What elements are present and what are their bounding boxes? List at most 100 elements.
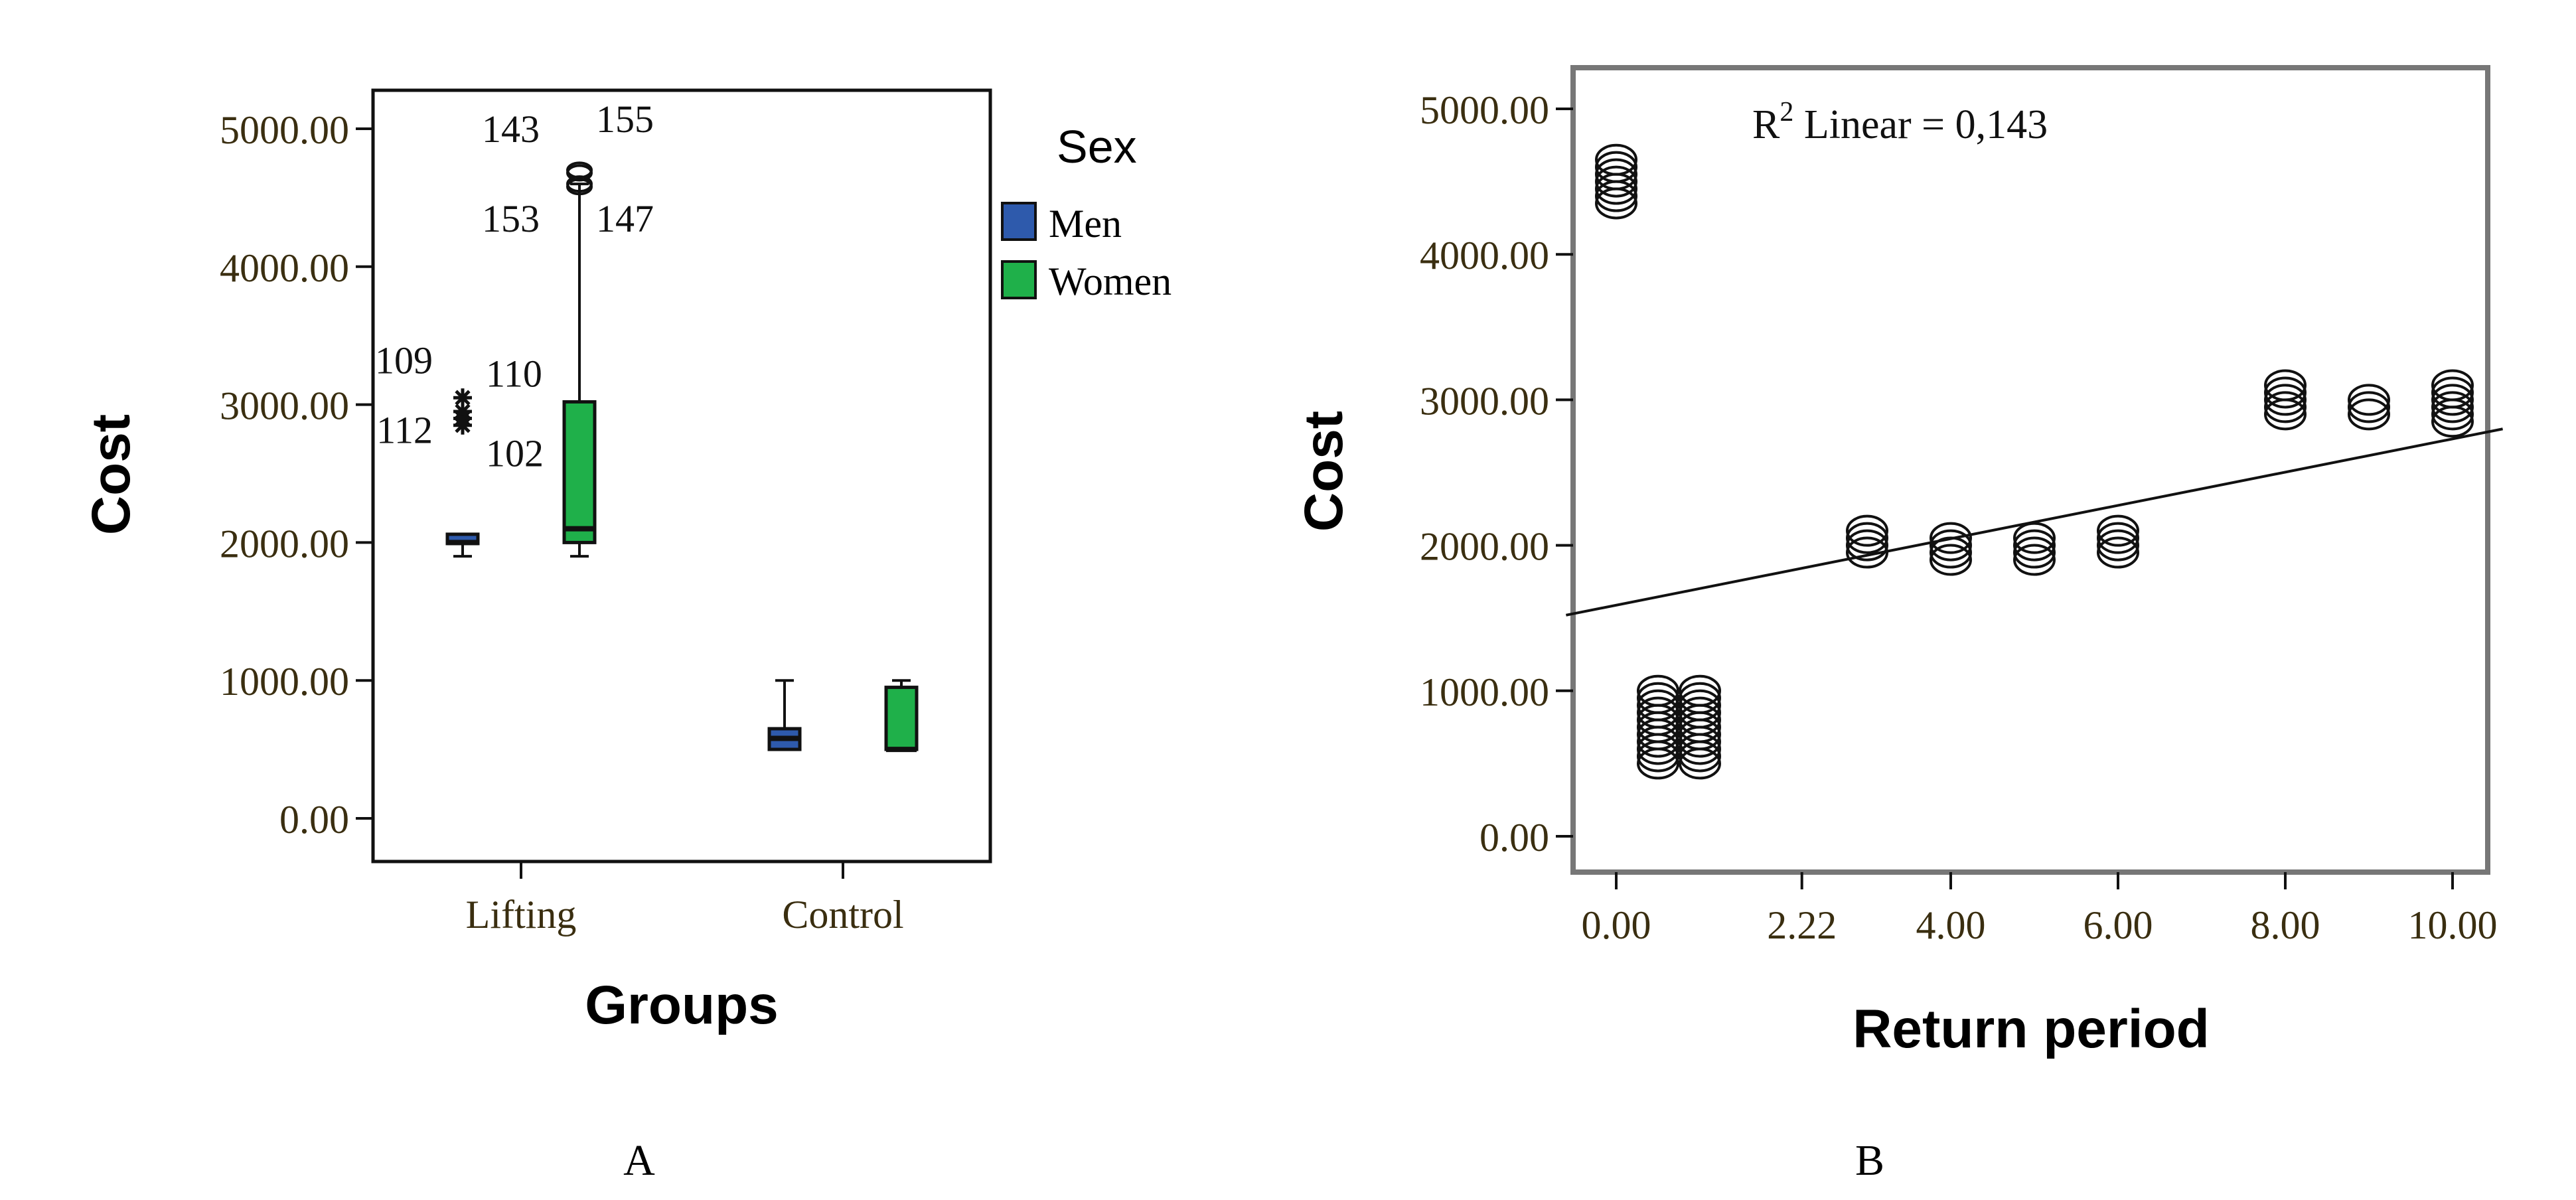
scatter-point <box>2013 522 2056 554</box>
scatter-point <box>2013 544 2056 576</box>
scatter-point <box>1930 529 1972 562</box>
scatter-point <box>2431 376 2474 409</box>
scatter-point <box>2013 536 2056 569</box>
legend-label-women: Women <box>1049 260 1172 303</box>
legend-a: Sex Men Women <box>1001 121 1172 303</box>
y-tick-label-a: 3000.00 <box>220 384 349 428</box>
box-iqr <box>884 686 919 751</box>
scatter-point <box>2013 529 2056 562</box>
y-tick-label-b: 1000.00 <box>1420 670 1549 714</box>
outliers-a: 109 110 112 102 143 155 153 147 <box>375 98 654 475</box>
scatter-points <box>1595 143 2474 780</box>
outlier-label: 112 <box>376 409 433 452</box>
scatter-point <box>2348 384 2390 416</box>
scatter-point <box>2431 384 2474 416</box>
panel-label-b: B <box>1855 1136 1884 1185</box>
outlier-label: 155 <box>596 98 654 141</box>
y-tick-label-a: 0.00 <box>279 798 349 842</box>
x-axis-label-a: Groups <box>585 975 779 1035</box>
x-tick-label-a: Control <box>782 893 903 937</box>
outlier-circle <box>566 178 593 196</box>
scatter-point <box>1595 165 1637 198</box>
x-tick-label-b: 0.00 <box>1582 903 1651 947</box>
box-women-lifting <box>562 183 597 558</box>
outlier-label: 102 <box>486 432 544 475</box>
outlier-label: 143 <box>482 108 540 151</box>
scatter-point <box>2431 391 2474 423</box>
scatter-point <box>1679 689 1721 721</box>
scatter-panel-b: 0.001000.002000.003000.004000.005000.00 … <box>1294 65 2503 1059</box>
scatter-point <box>2097 514 2139 547</box>
outlier-label: 109 <box>375 339 433 382</box>
y-axis-a: 0.00 1000.00 2000.00 3000.00 4000.00 5000.00 <box>220 108 373 842</box>
scatter-point <box>2097 522 2139 554</box>
outlier-star-stroke <box>455 390 471 406</box>
scatter-point <box>1930 522 1972 554</box>
scatter-point <box>1930 536 1972 569</box>
y-tick-label-a: 1000.00 <box>220 660 349 704</box>
scatter-point <box>1595 143 1637 176</box>
plot-frame-b <box>1570 65 2490 875</box>
scatter-point <box>1637 682 1679 714</box>
y-tick-label-b: 5000.00 <box>1420 88 1549 132</box>
scatter-point <box>1930 544 1972 576</box>
outlier-label: 110 <box>486 352 542 396</box>
x-axis-a: Lifting Control <box>466 862 904 937</box>
scatter-point <box>1846 522 1888 554</box>
scatter-point <box>1637 689 1679 721</box>
legend-label-men: Men <box>1049 202 1122 246</box>
plot-frame-a <box>371 88 992 863</box>
scatter-point <box>2264 384 2307 416</box>
scatter-point <box>1679 674 1721 707</box>
scatter-point <box>1846 529 1888 562</box>
outlier-star <box>453 415 472 435</box>
y-tick-label-b: 2000.00 <box>1420 525 1549 569</box>
y-tick-label-b: 4000.00 <box>1420 234 1549 277</box>
scatter-point <box>2264 391 2307 423</box>
y-tick-label-b: 0.00 <box>1479 816 1549 860</box>
scatter-point <box>1637 674 1679 707</box>
y-tick-label-a: 4000.00 <box>220 246 349 290</box>
y-axis-label-b: Cost <box>1294 411 1354 532</box>
x-tick-label-b: 10.00 <box>2408 903 2498 947</box>
scatter-point <box>2348 398 2390 431</box>
outlier-label: 147 <box>596 197 654 240</box>
box-men-control <box>767 679 802 751</box>
scatter-point <box>1679 682 1721 714</box>
scatter-point <box>2264 369 2307 402</box>
box-iqr <box>562 400 597 544</box>
box-men-lifting <box>445 532 480 558</box>
panel-label-a: A <box>623 1136 655 1185</box>
r-squared-superscript: 2 <box>1780 97 1793 127</box>
legend-swatch-women <box>1001 260 1037 299</box>
legend-title: Sex <box>1057 121 1137 173</box>
scatter-point <box>1679 696 1721 729</box>
y-tick-label-a: 5000.00 <box>220 108 349 152</box>
x-tick-label-a: Lifting <box>466 893 577 937</box>
y-tick-label-a: 2000.00 <box>220 522 349 565</box>
x-tick-label-b: 4.00 <box>1916 903 1986 947</box>
linear-fit-line <box>1566 427 2503 617</box>
x-tick-label-b: 8.00 <box>2251 903 2320 947</box>
box-women-control <box>884 679 919 753</box>
scatter-point <box>2097 529 2139 562</box>
x-tick-label-b: 2.22 <box>1767 903 1837 947</box>
boxes-a <box>445 183 919 753</box>
outlier-label: 153 <box>482 197 540 240</box>
scatter-point <box>1595 158 1637 190</box>
scatter-point <box>1846 514 1888 547</box>
scatter-point <box>2097 536 2139 569</box>
scatter-point <box>1595 151 1637 183</box>
x-tick-label-b: 6.00 <box>2084 903 2153 947</box>
r-squared-text: Linear = 0,143 <box>1793 102 2048 147</box>
y-tick-label-b: 3000.00 <box>1420 379 1549 423</box>
scatter-point <box>1637 696 1679 729</box>
y-axis-b: 0.00 1000.00 2000.00 3000.00 4000.00 5000.00 <box>1420 88 1573 860</box>
y-axis-label-a: Cost <box>81 414 141 535</box>
scatter-point <box>1846 536 1888 569</box>
outlier-star-stroke <box>455 417 471 433</box>
x-axis-label-b: Return period <box>1853 999 2210 1059</box>
scatter-point <box>2348 391 2390 423</box>
r-squared-symbol: R <box>1752 102 1780 147</box>
